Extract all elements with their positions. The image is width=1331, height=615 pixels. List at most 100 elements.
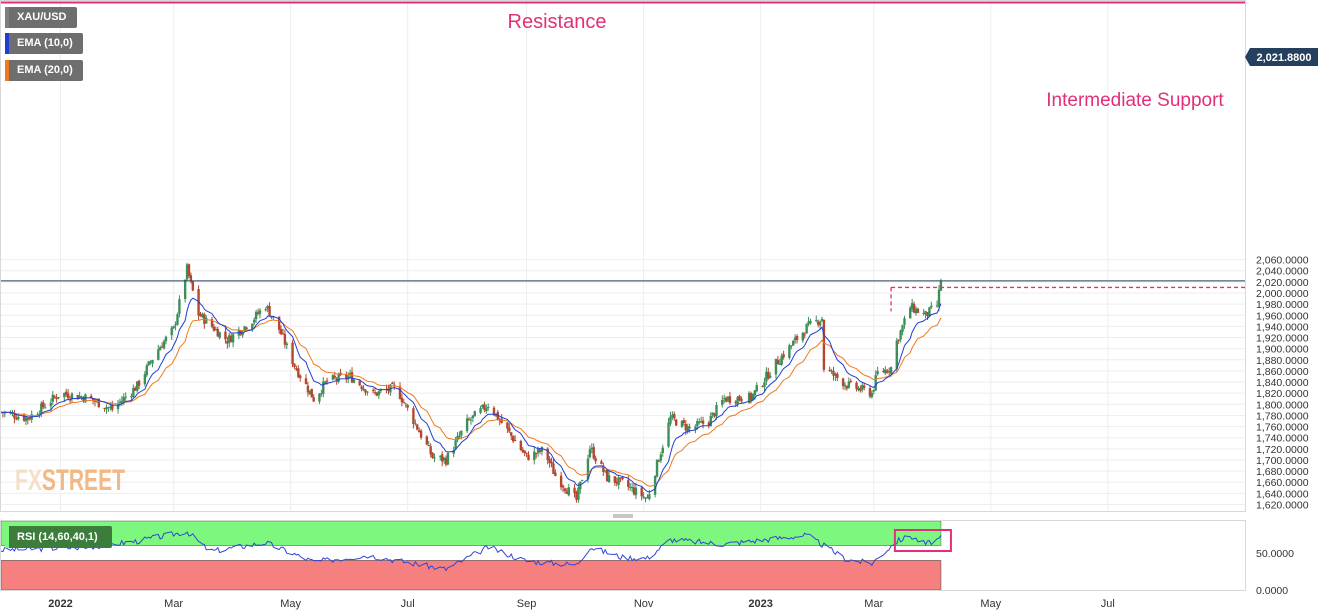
candle-body: [586, 458, 590, 480]
ema-slow-badge[interactable]: EMA (20,0): [5, 60, 83, 81]
candle-body: [761, 386, 764, 388]
candle-body: [581, 480, 584, 482]
candle-body: [471, 415, 475, 419]
candle-body: [178, 299, 181, 314]
candle-body: [189, 275, 193, 281]
candle-body: [619, 477, 622, 479]
candle-body: [13, 414, 16, 419]
candle-body: [534, 453, 538, 455]
symbol-badge[interactable]: XAU/USD: [5, 7, 77, 28]
candle-body: [216, 329, 219, 337]
candle-body: [89, 395, 93, 399]
candle-body: [277, 316, 281, 330]
candle-body: [266, 305, 269, 309]
candle-body: [162, 341, 166, 349]
candle-body: [533, 451, 536, 461]
rsi-swatch: [5, 526, 9, 548]
y-tick-label: 1,980.0000: [1256, 299, 1309, 311]
candle-body: [600, 461, 603, 464]
candle-body: [135, 381, 139, 391]
candle-body: [857, 387, 860, 391]
candle-body: [76, 395, 79, 400]
candle-body: [293, 363, 296, 367]
candle-body: [782, 354, 785, 358]
candle-body: [738, 395, 741, 400]
candle-body: [479, 408, 482, 413]
candle-body: [559, 475, 563, 488]
candle-body: [469, 419, 473, 421]
x-tick-label: Jul: [401, 598, 415, 610]
candle-body: [254, 311, 258, 320]
splitter-handle-icon[interactable]: [613, 514, 633, 518]
candle-body: [243, 326, 246, 332]
candle-body: [393, 384, 396, 386]
rsi-badge[interactable]: RSI (14,60,40,1): [5, 526, 112, 548]
candle-body: [226, 340, 229, 344]
candle-body: [164, 336, 168, 342]
candle-body: [715, 405, 718, 417]
candle-body: [926, 312, 929, 317]
candle-body: [709, 415, 712, 427]
candle-body: [191, 281, 195, 291]
ema-fast-badge[interactable]: EMA (10,0): [5, 33, 83, 54]
rsi-label: RSI (14,60,40,1): [17, 531, 98, 543]
candle-body: [675, 419, 678, 426]
candle-body: [701, 420, 705, 424]
candle-body: [769, 375, 772, 378]
candle-body: [801, 332, 805, 341]
candle-body: [107, 407, 110, 409]
ema-slow-line: [1, 317, 942, 487]
candle-body: [109, 406, 112, 408]
candle-body: [872, 390, 875, 392]
resistance-label: Resistance: [508, 11, 607, 33]
candles: [1, 262, 943, 503]
candle-body: [272, 316, 275, 318]
x-tick-label: 2023: [748, 598, 772, 610]
candle-body: [203, 314, 206, 324]
candle-body: [325, 380, 329, 382]
candle-body: [120, 400, 124, 404]
candle-body: [513, 439, 517, 442]
candle-body: [258, 310, 262, 315]
candle-body: [118, 401, 122, 403]
candle-body: [843, 384, 847, 387]
candle-body: [80, 396, 83, 398]
candle-body: [454, 440, 457, 450]
candle-body: [310, 388, 313, 398]
x-tick-label: Sep: [517, 598, 537, 610]
candle-body: [143, 374, 147, 385]
logo-prefix: FX: [15, 464, 42, 497]
candle-body: [818, 321, 822, 326]
candle-body: [122, 397, 125, 402]
candle-body: [870, 392, 874, 398]
candle-body: [930, 305, 933, 308]
candle-body: [429, 446, 432, 455]
y-tick-label: 1,740.0000: [1256, 433, 1309, 445]
candle-body: [805, 323, 808, 334]
y-tick-label: 1,760.0000: [1256, 422, 1309, 434]
candle-body: [602, 465, 605, 472]
candle-body: [508, 427, 511, 432]
candle-body: [185, 264, 189, 280]
candle-body: [145, 365, 148, 376]
candle-body: [132, 387, 135, 397]
candle-body: [621, 476, 624, 480]
candle-body: [903, 318, 906, 325]
candle-body: [527, 454, 530, 461]
candle-body: [755, 385, 758, 392]
candle-body: [400, 397, 404, 403]
candle-body: [440, 454, 444, 462]
candle-body: [834, 373, 837, 377]
candle-body: [780, 355, 783, 365]
candle-body: [901, 325, 904, 332]
candle-body: [895, 340, 899, 369]
candle-body: [728, 396, 732, 403]
candle-body: [65, 391, 68, 395]
candle-body: [751, 393, 755, 400]
candle-body: [661, 447, 664, 453]
candle-body: [828, 369, 831, 371]
rsi-tick-label: 50.0000: [1256, 548, 1294, 560]
candle-body: [116, 403, 120, 410]
candle-body: [473, 411, 476, 417]
candle-body: [849, 380, 852, 382]
